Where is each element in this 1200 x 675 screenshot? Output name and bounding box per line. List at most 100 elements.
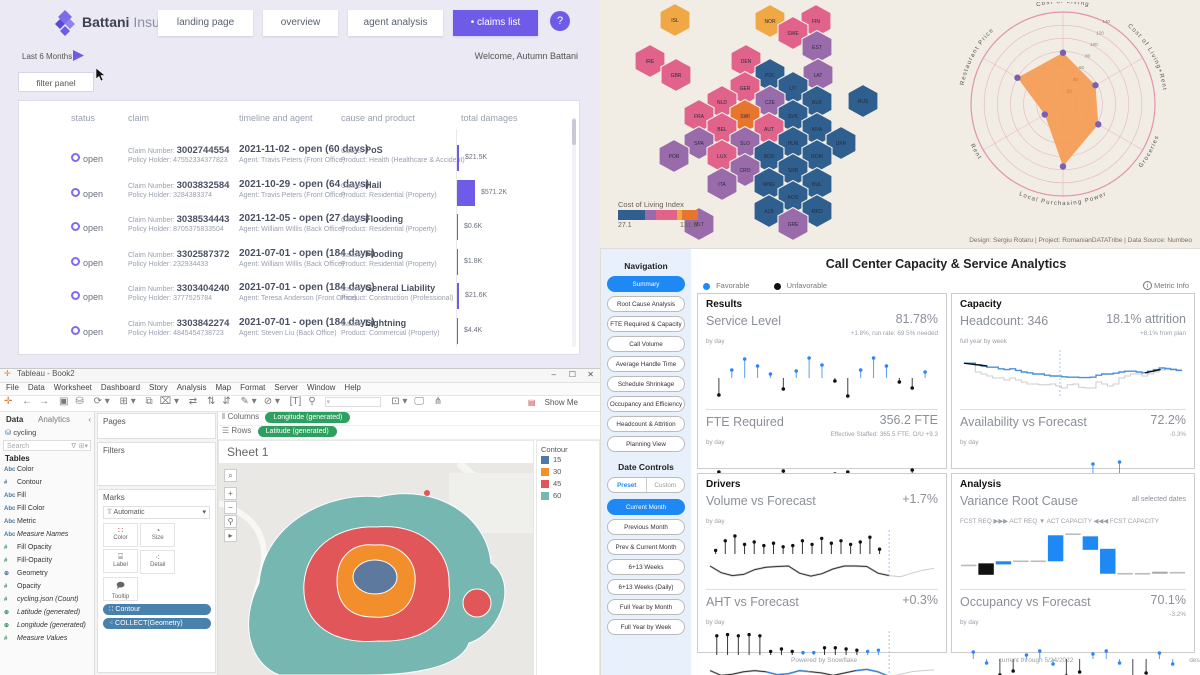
field-measure-names[interactable]: Abc Measure Names — [4, 531, 69, 538]
preset-button[interactable]: Preset — [608, 478, 647, 492]
map-more-button[interactable]: ▸ — [224, 529, 237, 542]
hex-GRE[interactable]: GRE — [777, 206, 809, 242]
map-zoom-in-button[interactable]: + — [224, 487, 237, 500]
swap-icon[interactable]: ⇄ — [188, 396, 198, 407]
hex-MKD[interactable]: MKD — [801, 193, 833, 229]
radar-point-5[interactable] — [1014, 74, 1021, 81]
radar-point-3[interactable] — [1059, 163, 1067, 170]
field-fill-opacity[interactable]: # Fill-Opacity — [4, 557, 53, 564]
filter-fields-icon[interactable]: ∇ — [71, 443, 76, 450]
hex-IRE[interactable]: IRE — [634, 43, 666, 79]
menu-story[interactable]: Story — [149, 383, 168, 392]
columns-shelf[interactable]: ⫴ Columns Longitude (generated) — [218, 412, 600, 426]
minimize-button[interactable]: – — [551, 370, 556, 379]
legend-item-15[interactable]: 15 — [541, 454, 595, 466]
claim-row[interactable]: open Claim Number: 3038534443 Policy Holde… — [19, 210, 579, 244]
refresh-icon[interactable]: ⟳ ▾ — [93, 396, 110, 407]
tableau-home-icon[interactable]: ✛ — [4, 396, 13, 407]
table-scrollbar[interactable] — [572, 117, 576, 347]
date-current-month[interactable]: Current Month — [607, 499, 685, 515]
scrollbar-thumb[interactable] — [572, 119, 576, 145]
vol-chart[interactable] — [706, 528, 938, 580]
clear-icon[interactable]: ⌧ ▾ — [159, 396, 179, 407]
occ-chart[interactable] — [960, 629, 1186, 675]
detail-button[interactable]: ⁖ Detail — [140, 550, 176, 574]
radar-point-1[interactable] — [1092, 82, 1099, 89]
hex-POR[interactable]: POR — [658, 138, 690, 174]
field-contour[interactable]: # Contour — [4, 479, 42, 486]
datasource-item[interactable]: ⛁ cycling — [5, 428, 37, 437]
field-measure-values[interactable]: # Measure Values — [4, 635, 68, 642]
add-data-icon[interactable]: ⛁ — [75, 396, 84, 407]
field-geometry[interactable]: ⊕ Geometry — [4, 570, 48, 577]
size-button[interactable]: ◔ Size — [140, 523, 176, 547]
show-me-button[interactable]: ▤ Show Me — [527, 398, 578, 407]
nav-planning-view[interactable]: Planning View — [607, 436, 685, 452]
claim-row[interactable]: open Claim Number: 3303842274 Policy Holde… — [19, 314, 579, 348]
fit-select[interactable]: ▾ — [325, 397, 382, 407]
mark-type-select[interactable]: 𝕋 Automatic ▾ — [103, 506, 210, 519]
custom-button[interactable]: Custom — [654, 482, 677, 489]
legend-item-45[interactable]: 45 — [541, 478, 595, 490]
menu-window[interactable]: Window — [306, 383, 336, 392]
hex-ALB[interactable]: ALB — [753, 193, 785, 229]
date-full-year-by-week[interactable]: Full Year by Week — [607, 619, 685, 635]
nav-average-handle-time[interactable]: Average Handle Time — [607, 356, 685, 372]
menu-file[interactable]: File — [6, 383, 19, 392]
cell-size-icon[interactable]: ⊡ ▾ — [391, 396, 408, 407]
field-opacity[interactable]: # Opacity — [4, 583, 41, 590]
menu-help[interactable]: Help — [344, 383, 361, 392]
map-zoom-out-button[interactable]: − — [224, 501, 237, 514]
tab-analytics[interactable]: Analytics — [38, 415, 71, 424]
field-latitude-generated-[interactable]: ⊕ Latitude (generated) — [4, 609, 81, 616]
radar-point-2[interactable] — [1095, 121, 1102, 128]
field-fill-opacity[interactable]: # Fill Opacity — [4, 544, 52, 551]
view-options-icon[interactable]: ⊞▾ — [78, 443, 88, 450]
radar-point-4[interactable] — [1041, 111, 1048, 118]
tab-claims-list[interactable]: • claims list — [453, 10, 538, 36]
claim-row[interactable]: open Claim Number: 3302587372 Policy Holde… — [19, 245, 579, 279]
sl-chart[interactable] — [706, 348, 938, 400]
hex-ITA[interactable]: ITA — [706, 166, 738, 202]
color-button[interactable]: ∷ Color — [103, 523, 138, 547]
map-pin-button[interactable]: ⚲ — [224, 515, 237, 528]
date-previous-month[interactable]: Previous Month — [607, 519, 685, 535]
map-search-button[interactable]: ⌕ — [224, 469, 237, 482]
search-input[interactable]: Search ∇ ⊞▾ — [3, 440, 91, 451]
sort-desc-icon[interactable]: ⇵ — [222, 396, 231, 407]
hex-RUS[interactable]: RUS — [847, 83, 879, 119]
label-icon[interactable]: [T] — [289, 396, 302, 407]
presentation-icon[interactable]: 🖵 — [414, 396, 425, 407]
group-icon[interactable]: ⊘ ▾ — [263, 396, 280, 407]
nav-call-volume[interactable]: Call Volume — [607, 336, 685, 352]
play-icon[interactable] — [72, 50, 85, 61]
new-worksheet-icon[interactable]: ⊞ ▾ — [119, 396, 136, 407]
help-button[interactable]: ? — [550, 11, 570, 31]
claim-row[interactable]: open Claim Number: 3002744554 Policy Holde… — [19, 141, 579, 175]
date-full-year-by-month[interactable]: Full Year by Month — [607, 599, 685, 615]
undo-icon[interactable]: ← — [22, 396, 33, 407]
nav-fte-required-capacity[interactable]: FTE Required & Capacity — [607, 316, 685, 332]
fix-axes-icon[interactable]: ⚲ — [308, 396, 316, 407]
nav-occupancy-and-efficiency[interactable]: Occupancy and Efficiency — [607, 396, 685, 412]
rows-shelf[interactable]: ☰ Rows Latitude (generated) — [218, 426, 600, 440]
save-icon[interactable]: ▣ — [58, 396, 69, 407]
tab-agent-analysis[interactable]: agent analysis — [348, 10, 443, 36]
mark-pill-collect-geometry-[interactable]: ⁖ COLLECT(Geometry) — [103, 618, 211, 629]
menu-map[interactable]: Map — [215, 383, 232, 392]
menu-dashboard[interactable]: Dashboard — [100, 383, 141, 392]
field-cycling-json-count-[interactable]: # cycling.json (Count) — [4, 596, 79, 603]
highlight-icon[interactable]: ✎ ▾ — [240, 396, 257, 407]
field-metric[interactable]: Abc Metric — [4, 518, 37, 525]
duplicate-icon[interactable]: ⧉ — [145, 396, 153, 407]
claim-row[interactable]: open Claim Number: 3303404240 Policy Holde… — [19, 279, 579, 313]
field-fill[interactable]: Abc Fill — [4, 492, 26, 499]
radar-point-0[interactable] — [1059, 49, 1067, 56]
nav-root-cause-analysis[interactable]: Root Cause Analysis — [607, 296, 685, 312]
hc-chart[interactable] — [960, 348, 1186, 400]
menu-worksheet[interactable]: Worksheet — [53, 383, 92, 392]
hex-ISL[interactable]: ISL — [659, 2, 691, 38]
sort-asc-icon[interactable]: ⇅ — [206, 396, 216, 407]
field-longitude-generated-[interactable]: ⊕ Longitude (generated) — [4, 622, 86, 629]
tab-overview[interactable]: overview — [263, 10, 338, 36]
